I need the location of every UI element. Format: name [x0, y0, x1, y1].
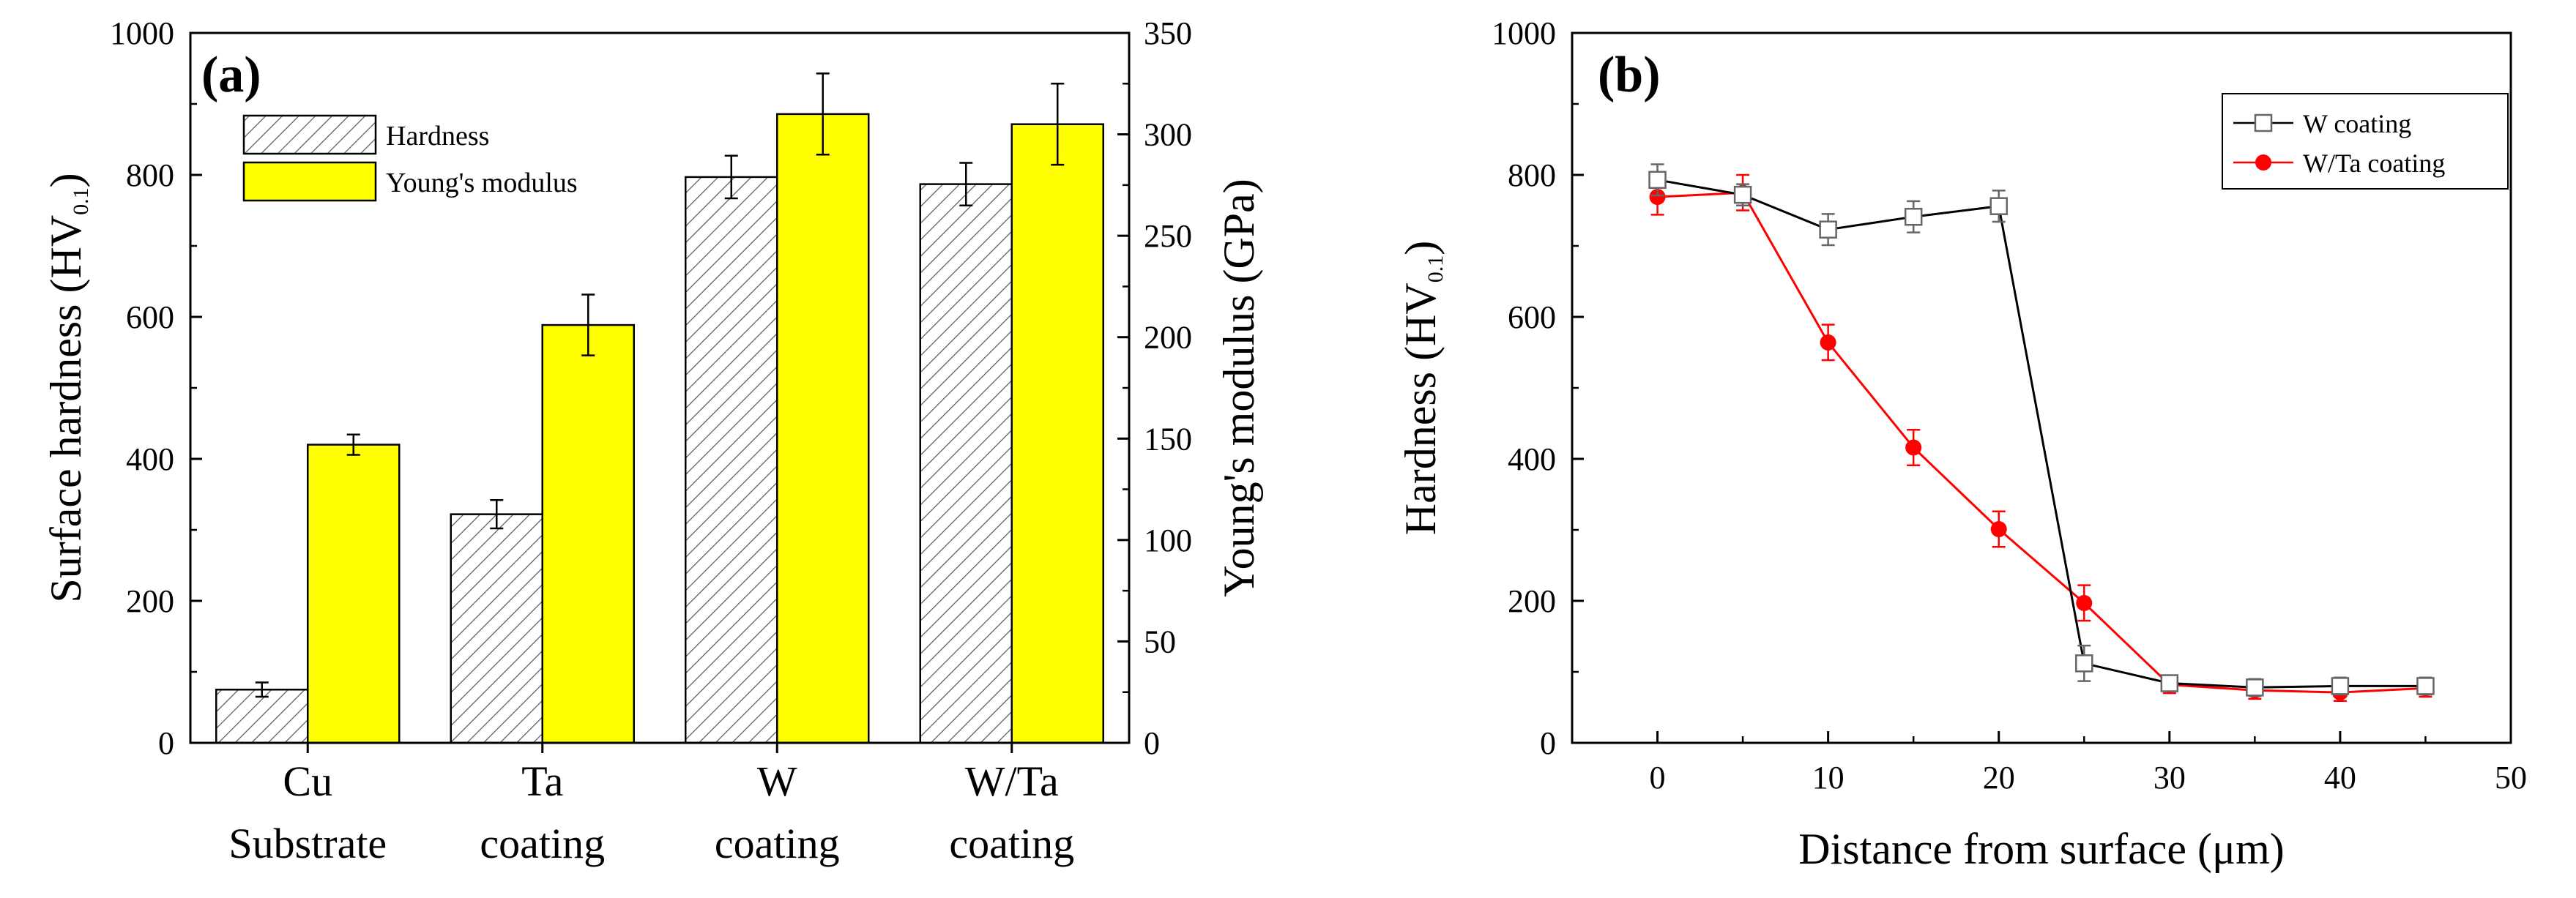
y-tick-label-left: 0: [158, 725, 174, 761]
legend-label-w: W coating: [2303, 109, 2411, 138]
y-tick-label-b: 600: [1508, 299, 1556, 335]
y-tick-label-right: 100: [1144, 523, 1192, 558]
category-label-line1: W/Ta: [965, 757, 1059, 805]
data-point-w: [2331, 677, 2350, 695]
legend-swatch-hardness: [242, 114, 377, 155]
data-point-w: [1904, 207, 1923, 226]
y-tick-label-b: 0: [1540, 725, 1556, 761]
legend-marker-wta: [2255, 154, 2271, 171]
data-point-wta: [1820, 334, 1836, 351]
category-label-line2: Substrate: [228, 820, 387, 867]
bar-youngs-3: [1010, 123, 1104, 744]
legend-label-wta: W/Ta coating: [2303, 149, 2445, 178]
series-line-w: [1657, 179, 2426, 689]
data-point-wta: [1905, 439, 1922, 456]
data-point-w: [2075, 654, 2093, 673]
data-point-w: [1648, 171, 1667, 190]
legend-label-youngs: Young's modulus: [386, 168, 578, 198]
bar-youngs-1: [541, 323, 635, 744]
y-tick-label-right: 200: [1144, 320, 1192, 356]
x-tick-label-b: 50: [2495, 760, 2527, 796]
data-point-wta: [2076, 594, 2093, 611]
panel-label-a: (a): [201, 47, 261, 103]
category-label-line2: coating: [480, 820, 605, 867]
y-tick-label-right: 250: [1144, 218, 1192, 254]
category-label-line2: coating: [949, 820, 1074, 867]
bar-hardness-3: [919, 183, 1013, 744]
bar-youngs-2: [776, 113, 870, 744]
panel-label-b: (b): [1598, 47, 1661, 103]
y-tick-label-b: 200: [1508, 583, 1556, 619]
category-label-line1: Cu: [283, 757, 332, 805]
category-label-line2: coating: [715, 820, 840, 867]
legend-label-hardness: Hardness: [386, 121, 489, 151]
y-tick-label-right: 300: [1144, 117, 1192, 153]
legend-frame-b: [2222, 93, 2509, 190]
y-axis-label-b: Hardness (HV0.1): [1396, 241, 1448, 535]
y-tick-label-left: 600: [126, 299, 174, 335]
y-tick-label-left: 1000: [110, 15, 174, 51]
legend-marker-w: [2254, 113, 2273, 132]
y-tick-label-left: 200: [126, 583, 174, 619]
x-tick-label-b: 30: [2154, 760, 2186, 796]
bar-youngs-0: [307, 444, 401, 744]
x-axis-label-b: Distance from surface (μm): [1798, 825, 2285, 873]
y-tick-label-right: 150: [1144, 421, 1192, 457]
data-point-w: [1819, 220, 1837, 239]
y-axis-label-left: Surface hardness (HV0.1): [42, 173, 93, 602]
legend-a: Hardness Young's modulus: [242, 114, 578, 202]
data-point-w: [1989, 197, 2008, 215]
y-tick-label-left: 800: [126, 157, 174, 193]
x-tick-label-b: 0: [1650, 760, 1666, 796]
bar-hardness-1: [450, 513, 543, 744]
x-tick-label-b: 20: [1983, 760, 2015, 796]
chart-b: 0 10 20 30 40 50 0 200 400 600 800 1000 (b) Hardne…: [1396, 15, 2527, 873]
y-tick-label-left: 400: [126, 441, 174, 477]
bar-hardness-2: [685, 176, 778, 744]
data-point-wta: [1990, 521, 2007, 538]
y-tick-label-b: 800: [1508, 157, 1556, 193]
y-tick-label-right: 0: [1144, 725, 1160, 761]
legend-swatch-youngs: [242, 161, 377, 202]
bar-hardness-0: [215, 689, 309, 744]
y-tick-label-right: 350: [1144, 15, 1192, 51]
y-tick-label-b: 400: [1508, 441, 1556, 477]
y-axis-label-right: Young's modulus (GPa): [1215, 179, 1263, 596]
x-tick-label-b: 10: [1812, 760, 1844, 796]
data-point-w: [1733, 185, 1752, 204]
x-tick-label-b: 40: [2324, 760, 2356, 796]
category-label-line1: Ta: [521, 757, 563, 805]
data-point-w: [2246, 678, 2264, 697]
y-tick-label-b: 1000: [1492, 15, 1556, 51]
data-point-w: [2160, 674, 2179, 692]
legend-b: W coating W/Ta coating: [2222, 93, 2509, 190]
series-line-wta: [1657, 191, 2426, 694]
data-point-w: [2416, 677, 2435, 695]
data-point-wta: [1649, 189, 1666, 206]
category-label-line1: W: [757, 757, 797, 805]
y-tick-label-right: 50: [1144, 624, 1176, 659]
